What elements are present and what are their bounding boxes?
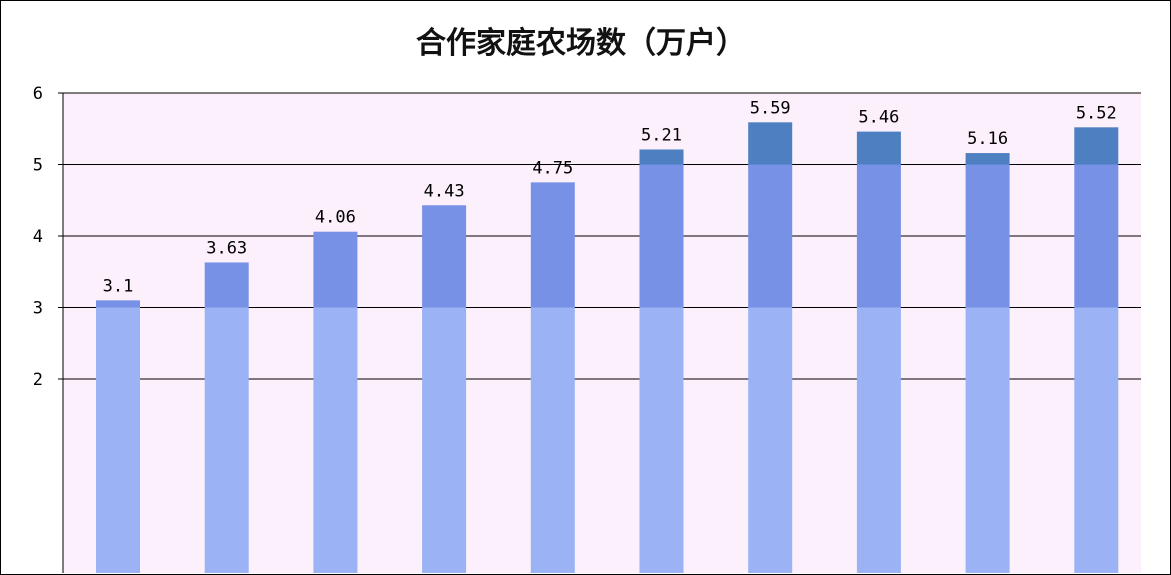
bar-segment-lower <box>965 307 1010 573</box>
bar <box>639 149 684 573</box>
bar-segment-middle <box>856 164 901 308</box>
bar <box>313 231 358 573</box>
y-tick-label: 5 <box>33 156 43 176</box>
data-label: 4.06 <box>315 208 356 228</box>
bar-segment-middle <box>965 164 1010 308</box>
bar <box>1074 127 1119 573</box>
y-tick-label: 6 <box>33 84 43 104</box>
bar <box>96 300 140 573</box>
bar-segment-middle <box>422 205 467 308</box>
bar-segment-middle <box>748 164 793 308</box>
bar-segment-upper <box>856 131 901 165</box>
bar-segment-lower <box>639 307 684 573</box>
bar-segment-lower <box>748 307 793 573</box>
y-tick-label: 3 <box>33 299 43 319</box>
data-label: 5.16 <box>967 129 1008 149</box>
bar-segment-lower <box>530 307 575 573</box>
data-label: 5.46 <box>858 108 899 128</box>
bar-segment-middle <box>313 231 358 308</box>
data-label: 4.75 <box>532 158 573 178</box>
bar-segment-lower <box>313 307 358 573</box>
y-tick-label: 4 <box>33 227 43 247</box>
bar-segment-upper <box>748 122 793 165</box>
y-tick-label: 2 <box>33 370 43 390</box>
data-label: 5.59 <box>750 98 791 118</box>
bar-segment-lower <box>1074 307 1119 573</box>
bar <box>748 122 793 573</box>
data-label: 3.63 <box>206 238 247 258</box>
chart-title: 合作家庭农场数（万户） <box>416 26 746 61</box>
bar-segment-upper <box>639 149 684 165</box>
bar <box>204 262 249 573</box>
data-label: 5.21 <box>641 125 682 145</box>
bar-segment-middle <box>204 262 249 308</box>
bar <box>530 182 575 573</box>
y-axis-ticks: 2 3 4 5 6 <box>33 84 63 390</box>
bar-segment-upper <box>965 153 1010 165</box>
bars <box>96 122 1119 573</box>
bar-segment-lower <box>96 307 140 573</box>
bar-segment-lower <box>204 307 249 573</box>
bar-segment-middle <box>639 164 684 308</box>
bar-segment-upper <box>1074 127 1119 165</box>
value-labels: 3.1 3.63 4.06 4.43 4.75 5.21 5.59 5.46 5.16 5.52 <box>103 98 1117 296</box>
data-label: 5.52 <box>1076 103 1117 123</box>
bar-segment-lower <box>422 307 467 573</box>
bar <box>856 131 901 573</box>
bar-segment-lower <box>856 307 901 573</box>
bar-segment-middle <box>96 300 140 308</box>
bar <box>422 205 467 573</box>
data-label: 4.43 <box>424 181 465 201</box>
bar <box>965 153 1010 573</box>
data-label: 3.1 <box>103 276 134 296</box>
bar-segment-middle <box>1074 164 1119 308</box>
bar-segment-middle <box>530 182 575 308</box>
